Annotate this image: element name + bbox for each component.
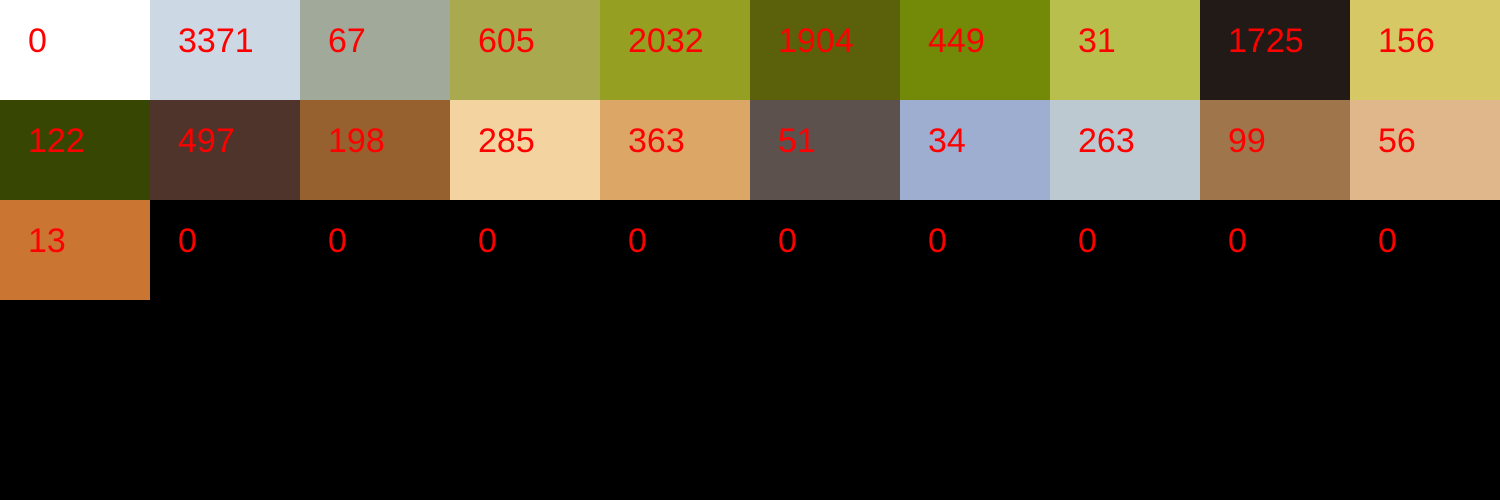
color-swatch: 497 [150,100,300,200]
color-swatch: 56 [1350,100,1500,200]
swatch-count-label: 0 [928,222,947,260]
swatch-count-label: 156 [1378,22,1435,60]
swatch-count-label: 0 [1378,222,1397,260]
swatch-count-label: 2032 [628,22,704,60]
swatch-count-label: 31 [1078,22,1116,60]
color-swatch: 156 [1350,0,1500,100]
swatch-count-label: 0 [1078,222,1097,260]
swatch-count-label: 0 [328,222,347,260]
color-swatch: 2032 [600,0,750,100]
swatch-count-label: 605 [478,22,535,60]
color-swatch: 285 [450,100,600,200]
color-swatch: 67 [300,0,450,100]
swatch-count-label: 0 [1228,222,1247,260]
color-swatch: 31 [1050,0,1200,100]
swatch-count-label: 0 [778,222,797,260]
swatch-count-label: 0 [628,222,647,260]
color-swatch: 0 [600,200,750,300]
swatch-count-label: 3371 [178,22,254,60]
color-swatch: 0 [1350,200,1500,300]
swatch-count-label: 13 [28,222,66,260]
swatch-count-label: 198 [328,122,385,160]
color-swatch: 34 [900,100,1050,200]
color-swatch: 263 [1050,100,1200,200]
color-swatch: 0 [900,200,1050,300]
swatch-count-label: 56 [1378,122,1416,160]
color-swatch: 363 [600,100,750,200]
color-swatch: 122 [0,100,150,200]
color-swatch: 99 [1200,100,1350,200]
swatch-count-label: 363 [628,122,685,160]
swatch-count-label: 0 [478,222,497,260]
color-swatch: 0 [0,0,150,100]
swatch-count-label: 1904 [778,22,854,60]
color-swatch: 449 [900,0,1050,100]
swatch-count-label: 263 [1078,122,1135,160]
color-swatch: 1904 [750,0,900,100]
swatch-count-label: 122 [28,122,85,160]
color-swatch: 0 [750,200,900,300]
swatch-count-label: 51 [778,122,816,160]
color-swatch: 3371 [150,0,300,100]
color-swatch: 0 [150,200,300,300]
color-swatch: 0 [300,200,450,300]
swatch-count-label: 449 [928,22,985,60]
color-swatch: 198 [300,100,450,200]
color-swatch: 51 [750,100,900,200]
color-swatch: 13 [0,200,150,300]
color-swatch: 0 [1200,200,1350,300]
swatch-count-label: 1725 [1228,22,1304,60]
swatch-count-label: 0 [178,222,197,260]
color-swatch: 0 [450,200,600,300]
swatch-count-label: 0 [28,22,47,60]
color-swatch: 605 [450,0,600,100]
color-swatch: 0 [1050,200,1200,300]
swatch-count-label: 99 [1228,122,1266,160]
color-swatch: 1725 [1200,0,1350,100]
swatch-count-label: 285 [478,122,535,160]
swatch-count-label: 497 [178,122,235,160]
swatch-count-label: 67 [328,22,366,60]
swatch-count-label: 34 [928,122,966,160]
